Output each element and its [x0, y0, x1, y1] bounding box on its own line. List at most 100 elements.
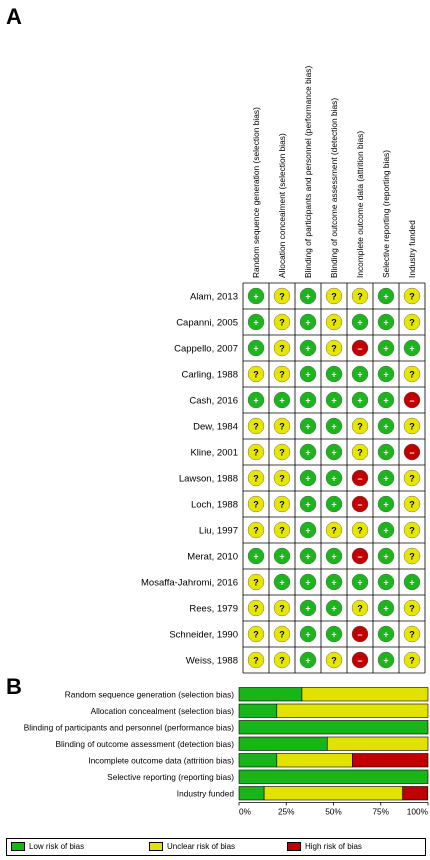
x-tick-label: 50%	[325, 807, 342, 817]
rating-symbol: ?	[253, 655, 259, 665]
rating-circle-low	[377, 495, 395, 513]
rating-symbol: ?	[279, 525, 285, 535]
rating-circle-unclear	[273, 469, 291, 487]
study-label: Weiss, 1988	[186, 656, 238, 667]
study-label: Schneider, 1990	[169, 630, 238, 641]
rating-circle-low	[351, 391, 369, 409]
rating-symbol: ?	[279, 317, 285, 327]
rating-circle-low	[377, 287, 395, 305]
rating-symbol: ?	[279, 473, 285, 483]
rating-circle-low	[403, 573, 421, 591]
rating-circle-low	[377, 599, 395, 617]
x-tick-label: 75%	[372, 807, 389, 817]
rating-symbol: ?	[357, 291, 363, 301]
rating-circle-unclear	[351, 443, 369, 461]
rating-symbol: +	[331, 551, 336, 561]
rating-circle-unclear	[247, 573, 265, 591]
study-label: Cash, 2016	[189, 396, 238, 407]
rating-circle-high	[403, 391, 421, 409]
rating-symbol: +	[409, 577, 414, 587]
rating-circle-unclear	[403, 365, 421, 383]
rating-symbol: +	[383, 655, 388, 665]
rating-symbol: +	[383, 629, 388, 639]
rating-circle-low	[299, 339, 317, 357]
rating-circle-low	[377, 391, 395, 409]
rating-symbol: +	[383, 317, 388, 327]
category-label: Blinding of outcome assessment (detectio…	[56, 739, 235, 749]
rating-circle-unclear	[273, 417, 291, 435]
bar-high	[402, 786, 429, 801]
bar-low	[238, 769, 429, 784]
domain-header: Random sequence generation (selection bi…	[251, 107, 261, 278]
rating-circle-high	[351, 469, 369, 487]
rating-circle-low	[325, 599, 343, 617]
rating-symbol: +	[331, 603, 336, 613]
rating-symbol: +	[383, 499, 388, 509]
rating-symbol: ?	[253, 577, 259, 587]
rating-circle-unclear	[351, 599, 369, 617]
rating-circle-low	[299, 313, 317, 331]
rating-circle-low	[299, 365, 317, 383]
rating-circle-unclear	[325, 521, 343, 539]
rating-symbol: +	[305, 369, 310, 379]
rating-symbol: ?	[279, 603, 285, 613]
category-label: Incomplete outcome data (attrition bias)	[88, 755, 234, 765]
rating-circle-low	[247, 547, 265, 565]
rating-symbol: ?	[409, 629, 415, 639]
rating-symbol: +	[253, 551, 258, 561]
rating-circle-low	[247, 287, 265, 305]
rating-symbol: +	[383, 369, 388, 379]
rating-circle-low	[299, 625, 317, 643]
rating-symbol: ?	[331, 525, 337, 535]
rating-circle-low	[377, 547, 395, 565]
rating-circle-low	[299, 599, 317, 617]
rating-symbol: ?	[409, 603, 415, 613]
legend-item-high: High risk of bias	[287, 842, 362, 851]
rating-circle-unclear	[273, 599, 291, 617]
panel-a-label: A	[6, 4, 22, 29]
rating-circle-low	[403, 339, 421, 357]
rating-symbol: ?	[279, 421, 285, 431]
rating-circle-unclear	[247, 651, 265, 669]
bar-unclear	[276, 703, 429, 718]
rating-symbol: +	[357, 577, 362, 587]
rating-circle-unclear	[273, 313, 291, 331]
legend-swatch-unclear	[149, 842, 163, 851]
domain-header: Blinding of outcome assessment (detectio…	[329, 98, 339, 278]
rating-circle-unclear	[351, 287, 369, 305]
rating-circle-unclear	[273, 365, 291, 383]
category-label: Industry funded	[177, 788, 235, 798]
rating-symbol: +	[383, 473, 388, 483]
rating-symbol: –	[357, 551, 362, 561]
rating-circle-low	[299, 287, 317, 305]
rating-symbol: +	[305, 291, 310, 301]
legend-label-unclear: Unclear risk of bias	[167, 842, 236, 851]
rating-circle-low	[377, 651, 395, 669]
rating-symbol: +	[253, 343, 258, 353]
rating-circle-low	[247, 313, 265, 331]
legend-item-low: Low risk of bias	[11, 842, 84, 851]
bar-low	[238, 720, 429, 735]
legend-label-low: Low risk of bias	[29, 842, 85, 851]
rating-symbol: ?	[253, 525, 259, 535]
rating-symbol: +	[357, 395, 362, 405]
rating-circle-unclear	[403, 287, 421, 305]
rating-symbol: ?	[409, 421, 415, 431]
x-tick-label: 100%	[407, 807, 429, 817]
category-label: Random sequence generation (selection bi…	[65, 689, 235, 699]
rating-circle-unclear	[403, 547, 421, 565]
domain-header: Industry funded	[407, 220, 417, 278]
rating-symbol: +	[279, 395, 284, 405]
rating-circle-low	[351, 313, 369, 331]
rating-symbol: –	[357, 655, 362, 665]
rating-circle-low	[325, 495, 343, 513]
rating-circle-low	[247, 339, 265, 357]
rating-circle-low	[325, 625, 343, 643]
rating-symbol: ?	[279, 629, 285, 639]
rating-circle-low	[299, 469, 317, 487]
rating-symbol: ?	[253, 629, 259, 639]
rating-symbol: ?	[253, 447, 259, 457]
rating-circle-low	[299, 443, 317, 461]
rating-circle-low	[325, 469, 343, 487]
rating-symbol: –	[357, 629, 362, 639]
